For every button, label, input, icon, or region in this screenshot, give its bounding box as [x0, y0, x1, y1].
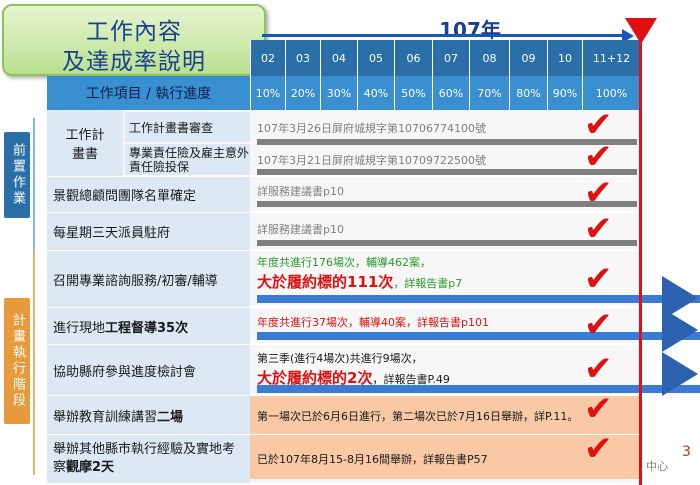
year-label: 107年 [439, 18, 501, 42]
row-label-part: 舉辦其他縣市執行經驗及實地考察 [53, 442, 236, 475]
row-label: 專業責任險及雇主意外責任險投保 [125, 144, 250, 175]
month-cell: 05 [357, 40, 394, 76]
check-icon: ✔ [584, 429, 613, 469]
row-text: 第一場次已於6月6日進行，第二場次已於7月16日舉辦，詳P.11。 [257, 410, 579, 423]
row-text: 年度共進行176場次，輔導462案， [257, 256, 431, 269]
progress-bar [257, 295, 700, 303]
arrow-right-icon [662, 352, 698, 396]
month-cell: 10 [547, 40, 582, 76]
title-line-2: 及達成率說明 [62, 49, 206, 75]
phase-bracket-exec [33, 250, 35, 475]
row-text: 年度共進行37場次，輔導40案，詳報告書p101 [257, 316, 489, 329]
month-cell: 11+12 [582, 40, 640, 76]
row-highlight [250, 435, 640, 479]
check-icon: ✔ [584, 173, 613, 213]
year-arrow-line [262, 34, 626, 37]
month-header: 02 03 04 05 06 07 08 09 10 11+12 [250, 40, 640, 76]
row-label: 舉辦其他縣市執行經驗及實地考察觀摩2天 [47, 435, 250, 483]
row-label: 工作計畫書審查 [125, 112, 250, 142]
emphasis-text: 大於履約標的111次 [257, 273, 394, 291]
row-text: 詳服務建議書p10 [257, 223, 344, 236]
column-header: 工作項目 / 執行進度 [47, 76, 250, 110]
row-label: 舉辦教育訓練講習 二場 [47, 396, 250, 434]
progress-bar [257, 385, 700, 393]
row-work-plan: 工作計畫書 工作計畫書審查 專業責任險及雇主意外責任險投保 107年3月26日屏… [47, 110, 640, 176]
phase-label-exec: 計畫執行階段 [4, 298, 30, 424]
arrow-right-icon [662, 308, 698, 352]
row-label-part: 舉辦教育訓練講習 [53, 409, 158, 425]
check-icon: ✔ [584, 259, 613, 299]
row-text: 詳服務建議書p10 [257, 185, 344, 198]
row-label: 景觀總顧問團隊名單確定 [47, 177, 250, 212]
row-label: 協助縣府參與進度檢討會 [47, 345, 250, 395]
progress-bar [257, 139, 637, 145]
row-text-tail: ，詳報告書P.49 [372, 373, 450, 386]
month-cell: 08 [469, 40, 509, 76]
progress-bar [257, 169, 637, 175]
percent-header: 10% 20% 30% 40% 50% 60% 70% 80% 90% 100% [250, 76, 640, 110]
current-date-arrow-icon [625, 18, 657, 44]
phase-label-pre: 前置作業 [4, 132, 30, 218]
percent-cell: 80% [509, 76, 547, 110]
row-field-visit: 舉辦其他縣市執行經驗及實地考察觀摩2天 已於107年8月15-8月16間舉辦，詳… [47, 435, 640, 483]
check-icon: ✔ [584, 137, 613, 177]
row-team-list: 景觀總顧問團隊名單確定 詳服務建議書p10 [47, 177, 640, 212]
emphasis-text: 大於履約標的2次 [257, 369, 373, 387]
page-number: 3 [682, 444, 691, 460]
row-label: 每星期三天派員駐府 [47, 213, 250, 250]
check-icon: ✔ [584, 349, 613, 389]
row-training: 舉辦教育訓練講習 二場 第一場次已於6月6日進行，第二場次已於7月16日舉辦，詳P… [47, 396, 640, 434]
title-line-1: 工作內容 [86, 19, 182, 45]
month-cell: 04 [320, 40, 357, 76]
check-icon: ✔ [584, 305, 613, 345]
percent-cell: 50% [394, 76, 432, 110]
percent-cell: 60% [432, 76, 469, 110]
month-cell: 03 [285, 40, 320, 76]
row-label-bold: 二場 [157, 409, 184, 425]
row-highlight [250, 396, 640, 434]
row-text-emphasis: 大於履約標的111次，詳報告書p7 [257, 271, 462, 292]
row-text: 已於107年8月15-8月16間舉辦，詳報告書P57 [257, 453, 488, 466]
check-icon: ✔ [584, 389, 613, 429]
row-label-bold: 工程督導35次 [105, 320, 189, 336]
percent-cell: 40% [357, 76, 394, 110]
percent-cell: 90% [547, 76, 582, 110]
row-label-bold: 觀摩2天 [66, 460, 115, 475]
percent-cell: 100% [582, 76, 640, 110]
row-stationing: 每星期三天派員駐府 詳服務建議書p10 [47, 213, 640, 250]
progress-bar [257, 240, 637, 246]
row-text: 107年3月21日屏府城規字第10709722500號 [257, 154, 486, 167]
footer-fragment: 中心 [646, 460, 668, 473]
progress-bar [257, 201, 637, 207]
check-icon: ✔ [584, 209, 613, 249]
month-cell: 07 [432, 40, 469, 76]
row-progress-meeting: 協助縣府參與進度檢討會 第三季(進行4場次)共進行9場次， 大於履約標的2次，詳… [47, 345, 700, 395]
percent-cell: 10% [250, 76, 285, 110]
month-cell: 06 [394, 40, 432, 76]
current-date-line [639, 30, 642, 485]
month-cell: 02 [250, 40, 285, 76]
title-box: 工作內容 及達成率說明 [2, 4, 266, 76]
row-label-part: 進行現地 [53, 320, 106, 336]
row-label: 召開專業諮詢服務/初審/輔導 [47, 251, 250, 307]
row-label: 進行現地 工程督導35次 [47, 308, 250, 344]
row-text-emphasis: 大於履約標的2次，詳報告書P.49 [257, 367, 450, 388]
row-consulting: 召開專業諮詢服務/初審/輔導 年度共進行176場次，輔導462案， 大於履約標的… [47, 251, 700, 307]
check-icon: ✔ [584, 105, 613, 145]
phase-bracket-pre [33, 118, 35, 250]
percent-cell: 30% [320, 76, 357, 110]
month-cell: 09 [509, 40, 547, 76]
row-text: 第三季(進行4場次)共進行9場次， [257, 352, 423, 365]
row-text: 107年3月26日屏府城規字第10706774100號 [257, 122, 486, 135]
percent-cell: 70% [469, 76, 509, 110]
row-text-tail: ，詳報告書p7 [393, 277, 463, 290]
row-supervision: 進行現地 工程督導35次 年度共進行37場次，輔導40案，詳報告書p101 [47, 308, 700, 344]
percent-cell: 20% [285, 76, 320, 110]
row-group-label: 工作計畫書 [47, 110, 123, 176]
progress-bar [257, 332, 700, 340]
